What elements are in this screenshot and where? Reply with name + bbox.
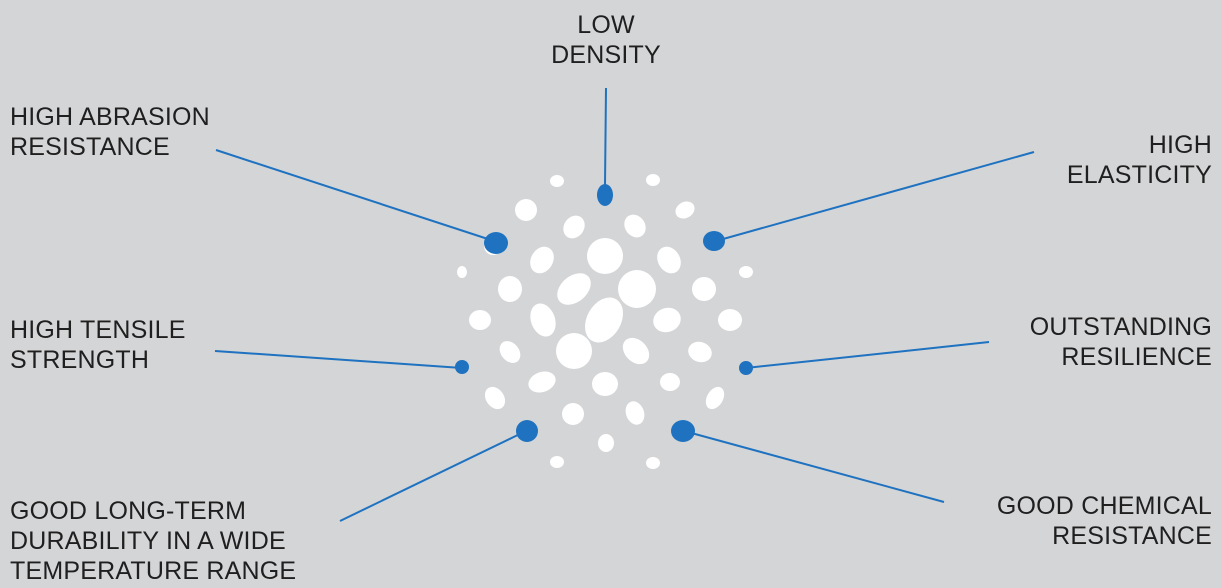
particle xyxy=(585,297,623,343)
particle xyxy=(624,214,646,238)
particle xyxy=(484,386,506,410)
accent-dot-high-elasticity xyxy=(703,231,725,251)
particle xyxy=(718,309,742,331)
particle xyxy=(598,434,614,452)
label-high-elasticity: HIGH ELASTICITY xyxy=(1066,131,1212,189)
particle xyxy=(625,401,645,425)
accent-dot-good-chemical xyxy=(671,420,695,442)
particle xyxy=(692,277,716,301)
particle xyxy=(587,238,623,274)
particle xyxy=(653,307,681,333)
particle xyxy=(688,341,712,363)
leader-line-low-density xyxy=(604,87,607,186)
particle xyxy=(657,246,681,274)
particle xyxy=(563,215,585,239)
particle xyxy=(562,403,584,425)
particle xyxy=(556,333,592,369)
particle xyxy=(550,175,564,187)
leader-line-good-chemical xyxy=(683,430,945,503)
leader-line-high-tensile xyxy=(214,350,463,369)
accent-dot-good-durability xyxy=(516,420,538,442)
particle xyxy=(498,276,522,302)
particle xyxy=(646,457,660,469)
accent-dot-low-density xyxy=(597,184,613,206)
leader-line-high-elasticity xyxy=(715,151,1035,242)
particle xyxy=(622,337,650,365)
accent-dot-high-tensile xyxy=(455,360,469,374)
particle xyxy=(499,341,521,363)
particle xyxy=(592,372,618,396)
label-outstanding-resilience: OUTSTANDING RESILIENCE xyxy=(1029,313,1212,371)
label-high-tensile-strength: HIGH TENSILE STRENGTH xyxy=(10,316,186,374)
particle xyxy=(530,246,554,274)
particle xyxy=(660,373,680,391)
accent-dot-outstanding-resilience xyxy=(739,361,753,375)
leader-line-outstanding-resilience xyxy=(745,341,990,369)
particle xyxy=(550,456,564,468)
particle xyxy=(618,270,656,308)
leader-line-high-abrasion xyxy=(215,149,495,242)
label-good-chemical-resistance: GOOD CHEMICAL RESISTANCE xyxy=(996,492,1212,550)
particle xyxy=(530,303,556,337)
label-high-abrasion-resistance: HIGH ABRASION RESISTANCE xyxy=(10,103,210,161)
particle xyxy=(557,273,591,305)
particle xyxy=(469,310,491,330)
particle xyxy=(528,371,556,393)
leader-line-good-durability xyxy=(339,430,527,522)
particle xyxy=(646,174,660,186)
accent-dot-high-abrasion xyxy=(484,232,508,254)
particle xyxy=(705,386,725,410)
particle xyxy=(675,201,695,219)
particle xyxy=(457,266,467,278)
particle-cluster xyxy=(457,174,753,469)
label-low-density: LOW DENSITY xyxy=(551,11,661,69)
particle xyxy=(739,266,753,278)
particle xyxy=(515,199,537,221)
label-good-durability: GOOD LONG-TERM DURABILITY IN A WIDE TEMP… xyxy=(10,497,297,585)
